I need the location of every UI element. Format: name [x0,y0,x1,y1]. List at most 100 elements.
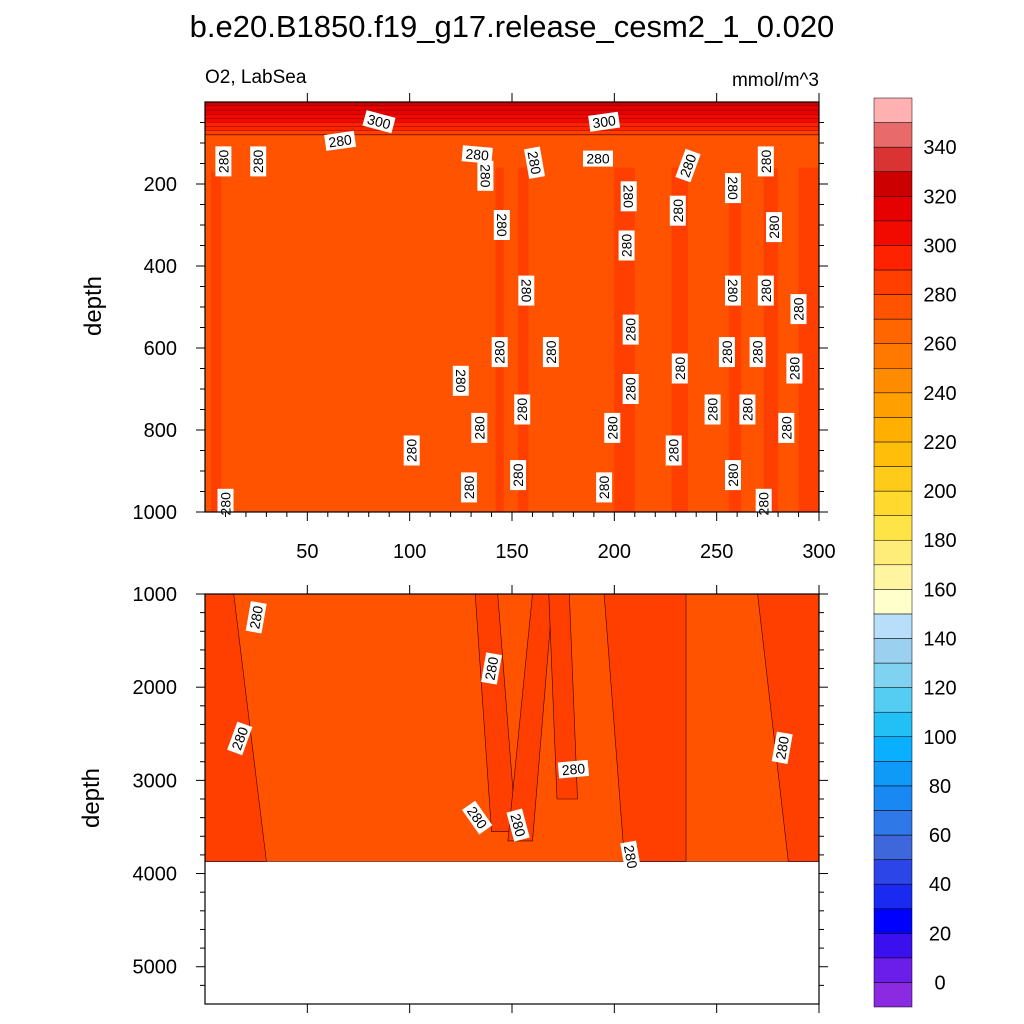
upper-contour-label-text: 280 [666,439,682,463]
colorbar-tick-label: 0 [934,972,945,994]
colorbar-swatch [873,662,913,688]
colorbar-swatch [873,343,913,369]
upper-high-oxygen-column [763,167,778,512]
colorbar-swatch [873,539,913,566]
upper-contour-label: 280 [725,460,741,491]
upper-contour-label-text: 280 [739,398,755,422]
upper-contour-label: 280 [675,148,701,183]
upper-contour-label-box [622,374,639,404]
upper-contour-label: 300 [362,110,396,134]
colorbar-swatch [873,687,913,713]
upper-x-tick-label: 50 [296,541,318,563]
upper-contour-label-text: 280 [525,150,545,176]
upper-contour-label: 280 [725,173,741,204]
upper-contour-label-box [217,488,234,519]
upper-contour-label-text: 280 [250,150,266,174]
figure-title: b.e20.B1850.f19_g17.release_cesm2_1_0.02… [190,9,835,44]
colorbar-tick-label: 140 [923,629,956,651]
lower-y-axis-label: depth [78,768,105,828]
upper-contour-label-text: 300 [591,112,617,131]
colorbar-swatch [873,294,913,320]
lower-y-tick-label: 2000 [133,677,178,699]
colorbar-swatch [873,392,913,418]
colorbar-swatch [873,220,913,246]
lower-y-tick-label: 4000 [133,864,178,886]
upper-contour-label: 280 [324,130,357,151]
upper-surface-band [205,126,819,132]
upper-contour-label: 280 [757,146,774,177]
upper-contour-label-text: 280 [492,340,508,364]
upper-contour-label-text: 280 [676,152,699,180]
colorbar-swatch [873,441,913,467]
upper-contour-label: 280 [786,353,803,384]
upper-x-tick-label: 250 [700,541,733,563]
upper-contour-label-box [524,146,545,179]
upper-contour-label: 280 [491,337,508,368]
colorbar-tick-label: 120 [923,678,956,700]
upper-contour-label: 280 [461,145,493,164]
colorbar-swatch [873,810,913,836]
upper-contour-label-box [725,173,741,204]
upper-contour-label-text: 280 [750,340,766,364]
colorbar-swatch [873,367,913,394]
upper-contour-label-text: 280 [621,185,637,209]
colorbar-tick-label: 340 [923,137,956,159]
upper-y-axis-label: depth [80,276,107,336]
upper-surface-band [205,110,819,115]
upper-contour-label-text: 280 [543,340,559,364]
colorbar-swatch [873,711,913,738]
colorbar-swatch [873,417,913,443]
upper-contour-labels: 300 300 280 280 280 280 280 280 280 280 280 280 280 2… [215,110,807,519]
upper-contour-label-box [493,210,510,240]
upper-contour-label-box [790,294,807,325]
upper-contour-label-box [665,435,682,466]
colorbar-swatch [873,269,913,295]
colorbar-swatch [873,957,913,983]
colorbar-swatch [873,171,913,197]
colorbar-tick-label: 280 [923,285,956,307]
colorbar-swatch [873,318,913,344]
upper-contour-label: 280 [725,275,741,306]
upper-left-label: O2, LabSea [205,67,307,88]
upper-contour-label-text: 280 [766,215,782,239]
upper-contour-label-text: 280 [518,279,534,303]
upper-contour-label: 280 [583,150,613,167]
upper-contour-label-text: 280 [461,476,477,500]
upper-contour-label-box [755,488,772,519]
upper-contour-label-box [757,275,774,306]
upper-contour-label-box [250,146,267,177]
upper-contour-label: 280 [749,337,766,368]
colorbar-swatch [873,466,913,492]
upper-contour-label: 280 [622,314,639,345]
upper-contour-label-box [583,150,613,167]
upper-contour-label-text: 280 [218,492,234,516]
upper-contour-label: 280 [604,412,621,443]
upper-contour-label: 280 [704,394,721,425]
upper-contour-label: 280 [514,394,531,425]
upper-contour-label-box [749,337,766,368]
lower-contour-label-box [227,721,253,756]
colorbar-swatch [873,785,913,811]
upper-contour-label-text: 280 [672,357,688,381]
upper-high-oxygen-column [798,167,819,512]
lower-contour-label-box [462,800,493,835]
upper-contour-label-box [403,435,420,466]
lower-contour-label-text: 280 [621,844,641,870]
upper-x-tick-label: 300 [802,541,835,563]
upper-y-tick-label: 1000 [133,502,178,524]
colorbar-tick-label: 240 [923,383,956,405]
upper-contour-label-text: 300 [366,111,393,133]
upper-background-field [205,102,819,512]
colorbar-tick-label: 300 [923,235,956,257]
upper-contour-label: 280 [739,394,756,425]
lower-contour-label-box [771,731,793,764]
upper-contour-label: 280 [518,275,535,306]
upper-contour-label-text: 280 [725,463,741,487]
lower-plot-area [204,593,820,862]
upper-contour-label-text: 280 [725,176,741,200]
upper-contour-label-box [215,146,232,177]
upper-high-oxygen-column [728,184,742,512]
upper-high-oxygen-column [518,167,529,512]
upper-contour-label-box [604,412,621,443]
